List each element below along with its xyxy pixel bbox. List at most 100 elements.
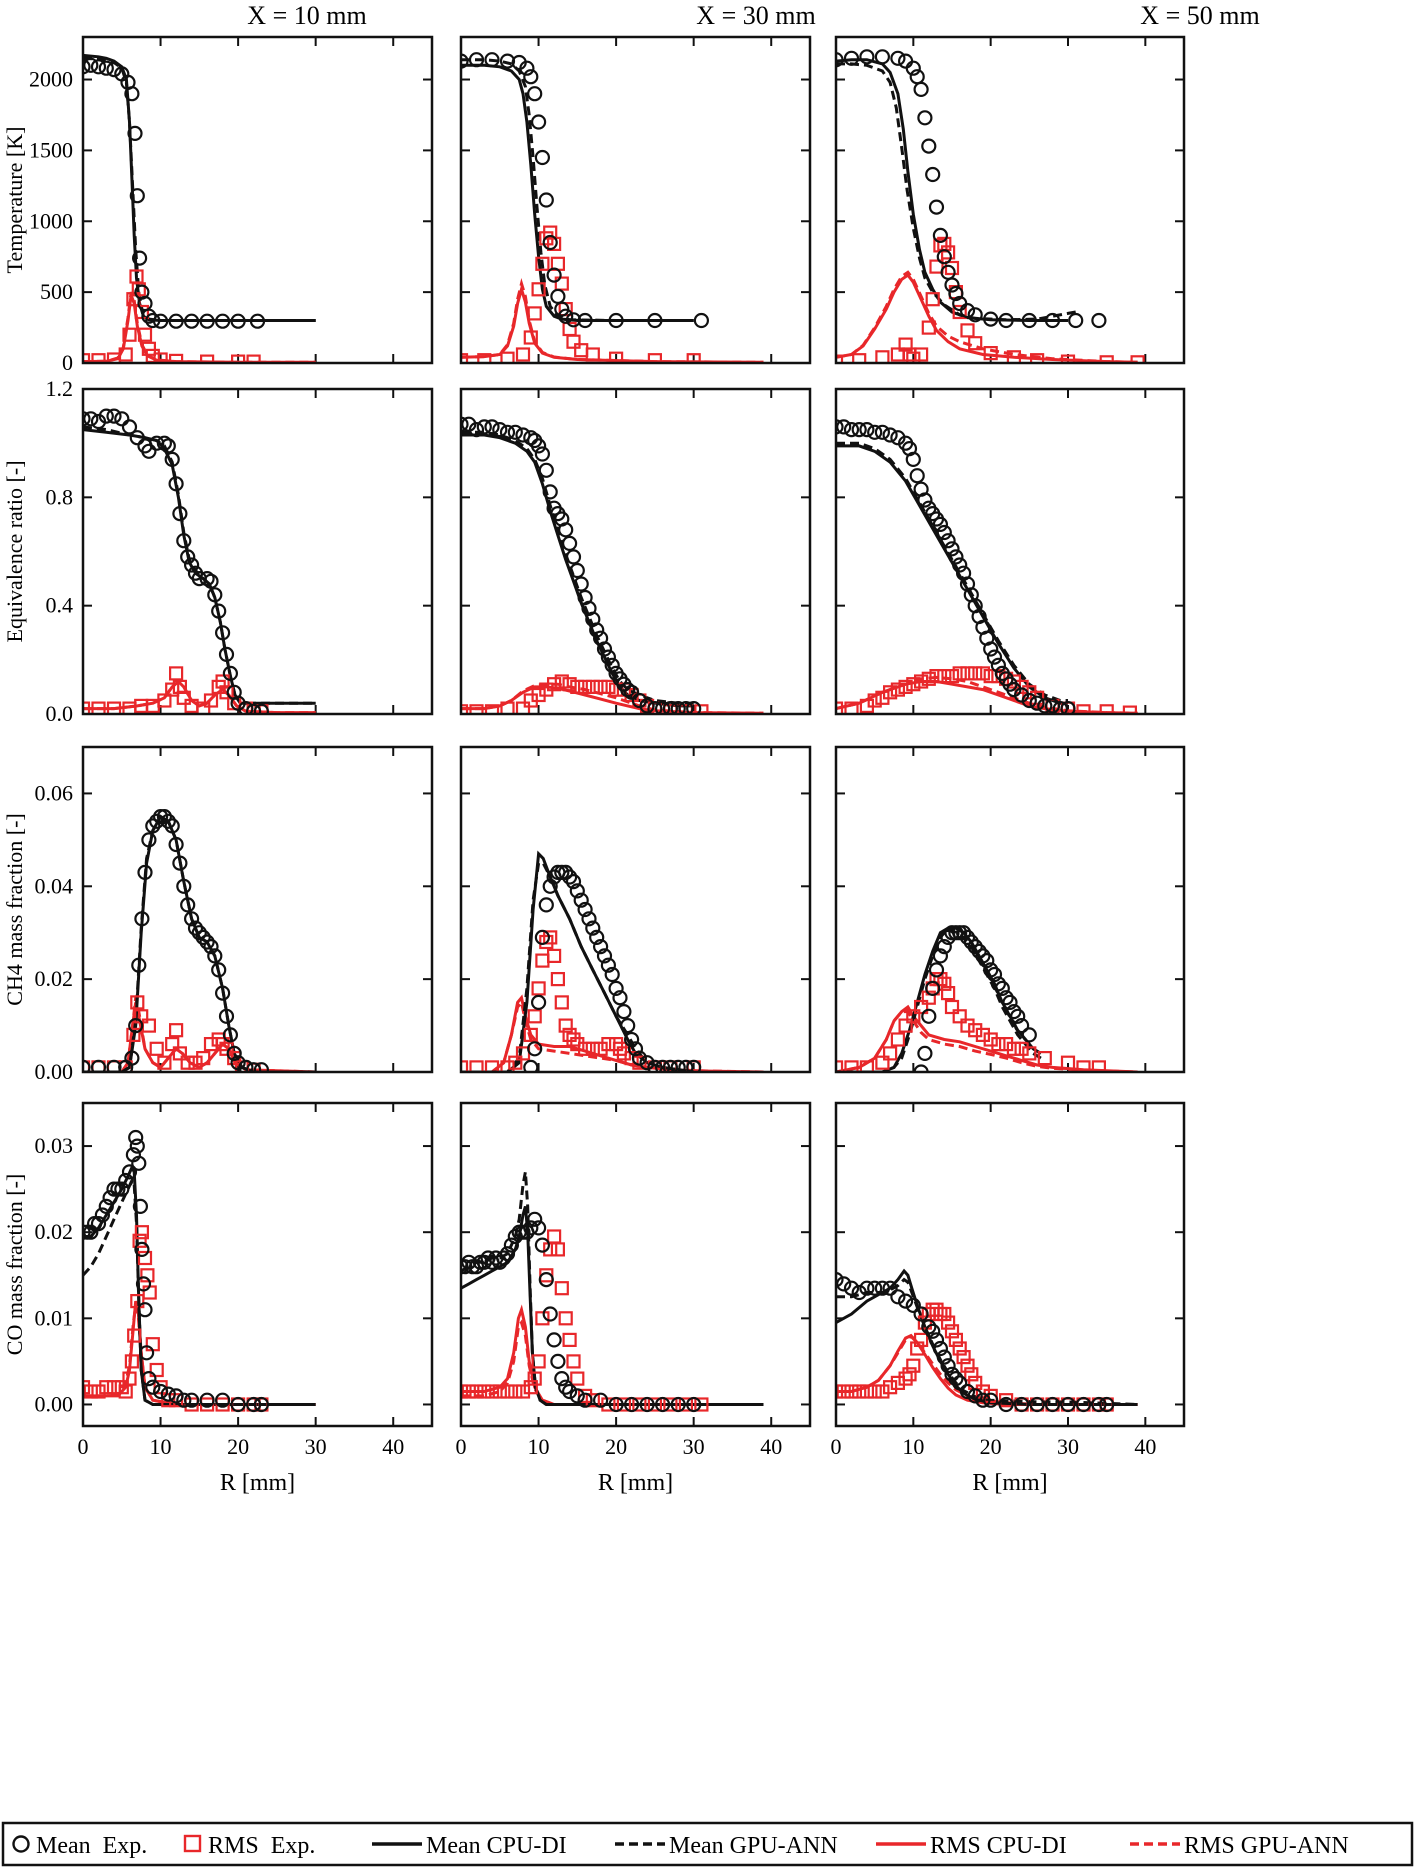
rms-exp-marker (593, 1041, 608, 1056)
rms-exp-marker (546, 948, 562, 964)
y-tick-label: 0.06 (35, 780, 74, 805)
panel-r4c3: 0 10 20 30 40 R [mm] (831, 1101, 1186, 1496)
mean-exp-marker (184, 313, 200, 329)
rms-exp-marker (890, 1375, 906, 1391)
mean-exp-marker (1068, 312, 1084, 329)
mean-cpu-di-line (836, 926, 1042, 1072)
y-tick-label: 1000 (29, 208, 73, 233)
mean-exp-marker (639, 1396, 655, 1413)
mean-exp-marker (623, 684, 640, 700)
panel-r3c2 (459, 745, 812, 1074)
mean-exp-marker (932, 1340, 949, 1357)
rms-exp-marker (944, 260, 960, 276)
mean-exp-marker (542, 878, 558, 894)
mean-exp-marker (959, 929, 976, 946)
mean-exp-marker (983, 1392, 999, 1408)
rms-exp-marker (196, 1050, 211, 1066)
rms-exp-marker (859, 1384, 875, 1399)
mean-exp-marker (172, 505, 188, 522)
x-axis-label: R [mm] (972, 1470, 1047, 1496)
rms-exp-marker (515, 347, 531, 362)
mean-exp-marker (550, 1353, 566, 1370)
mean-exp-marker (558, 1379, 574, 1395)
mean-exp-marker (936, 524, 952, 541)
mean-exp-marker (948, 1370, 964, 1387)
mean-exp-marker (596, 948, 613, 964)
rms-exp-marker (469, 1384, 484, 1399)
rms-exp-marker (140, 1268, 155, 1283)
mean-exp-marker (83, 1059, 91, 1072)
rms-exp-marker (940, 1315, 956, 1330)
rms-exp-marker (215, 1036, 230, 1052)
mean-exp-marker (558, 522, 574, 538)
rms-exp-marker (132, 1233, 147, 1248)
mean-exp-marker (917, 1045, 933, 1062)
rms-exp-marker (898, 337, 913, 352)
rms-exp-marker (566, 334, 581, 349)
mean-exp-marker (670, 1396, 686, 1413)
rms-exp-marker (694, 704, 709, 714)
rms-exp-marker (937, 1306, 952, 1322)
mean-exp-marker (561, 869, 578, 885)
mean-exp-marker (461, 1254, 477, 1270)
panel-r1c3 (834, 35, 1186, 365)
y-tick-label: 2000 (29, 67, 73, 92)
rms-cpu-di-line (83, 1002, 316, 1072)
rms-exp-marker (535, 256, 550, 271)
mean-exp-marker (620, 1017, 636, 1034)
mean-gpu-ann-line (461, 58, 694, 322)
column-titles: X = 10 mm X = 30 mm X = 50 mm (247, 1, 1259, 30)
rms-exp-marker (890, 1032, 906, 1047)
x-axis-label: R [mm] (598, 1470, 673, 1496)
rms-exp-marker (124, 1354, 140, 1369)
rms-exp-marker (130, 1293, 145, 1309)
panel-frame (81, 1101, 434, 1428)
mean-exp-marker (145, 1379, 161, 1395)
rms-exp-marker (527, 306, 542, 321)
rms-exp-marker (535, 1311, 550, 1326)
mean-exp-marker (944, 277, 960, 293)
mean-exp-marker (492, 422, 508, 438)
rms-exp-marker (964, 1367, 979, 1382)
x-tick-label: 30 (683, 1434, 705, 1459)
mean-exp-marker (1060, 701, 1076, 714)
mean-exp-marker (928, 962, 945, 978)
mean-exp-marker (106, 61, 122, 78)
mean-exp-marker (913, 1306, 929, 1322)
rms-exp-marker (694, 1397, 709, 1412)
rms-exp-marker (929, 259, 944, 274)
rms-exp-marker (1006, 350, 1022, 363)
mean-exp-marker (577, 312, 593, 329)
mean-exp-marker (230, 1055, 246, 1071)
mean-exp-marker (1010, 1008, 1026, 1024)
mean-exp-marker (867, 1280, 883, 1296)
x-axis-label: R [mm] (220, 1470, 295, 1496)
mean-exp-marker (149, 813, 165, 829)
mean-exp-marker (1021, 1027, 1037, 1043)
rms-exp-marker (515, 1384, 531, 1399)
mean-exp-marker (538, 462, 554, 478)
rms-exp-marker (882, 1046, 898, 1061)
rms-exp-marker (477, 353, 492, 363)
rms-exp-marker (940, 245, 956, 260)
rms-exp-marker (484, 704, 500, 714)
rms-exp-marker (523, 1027, 538, 1043)
mean-exp-marker (589, 929, 605, 946)
rms-gpu-ann-line (461, 682, 764, 714)
mean-exp-marker (940, 1358, 956, 1374)
mean-exp-marker (921, 138, 937, 154)
rms-exp-marker (469, 1060, 484, 1072)
mean-exp-marker (608, 980, 624, 997)
rms-exp-marker (566, 1354, 581, 1369)
x-tick-label: 40 (382, 1434, 404, 1459)
mean-exp-marker (83, 1224, 91, 1240)
rms-exp-marker (531, 981, 546, 996)
column-title-3: X = 50 mm (1140, 1, 1259, 30)
mean-cpu-di-line (461, 63, 694, 322)
mean-exp-marker (534, 446, 551, 462)
rms-exp-marker (461, 353, 469, 363)
mean-exp-marker (530, 438, 547, 454)
mean-exp-marker (153, 313, 169, 329)
x-tick-label: 20 (605, 1434, 627, 1459)
y-tick-label: 0.0 (46, 701, 74, 726)
